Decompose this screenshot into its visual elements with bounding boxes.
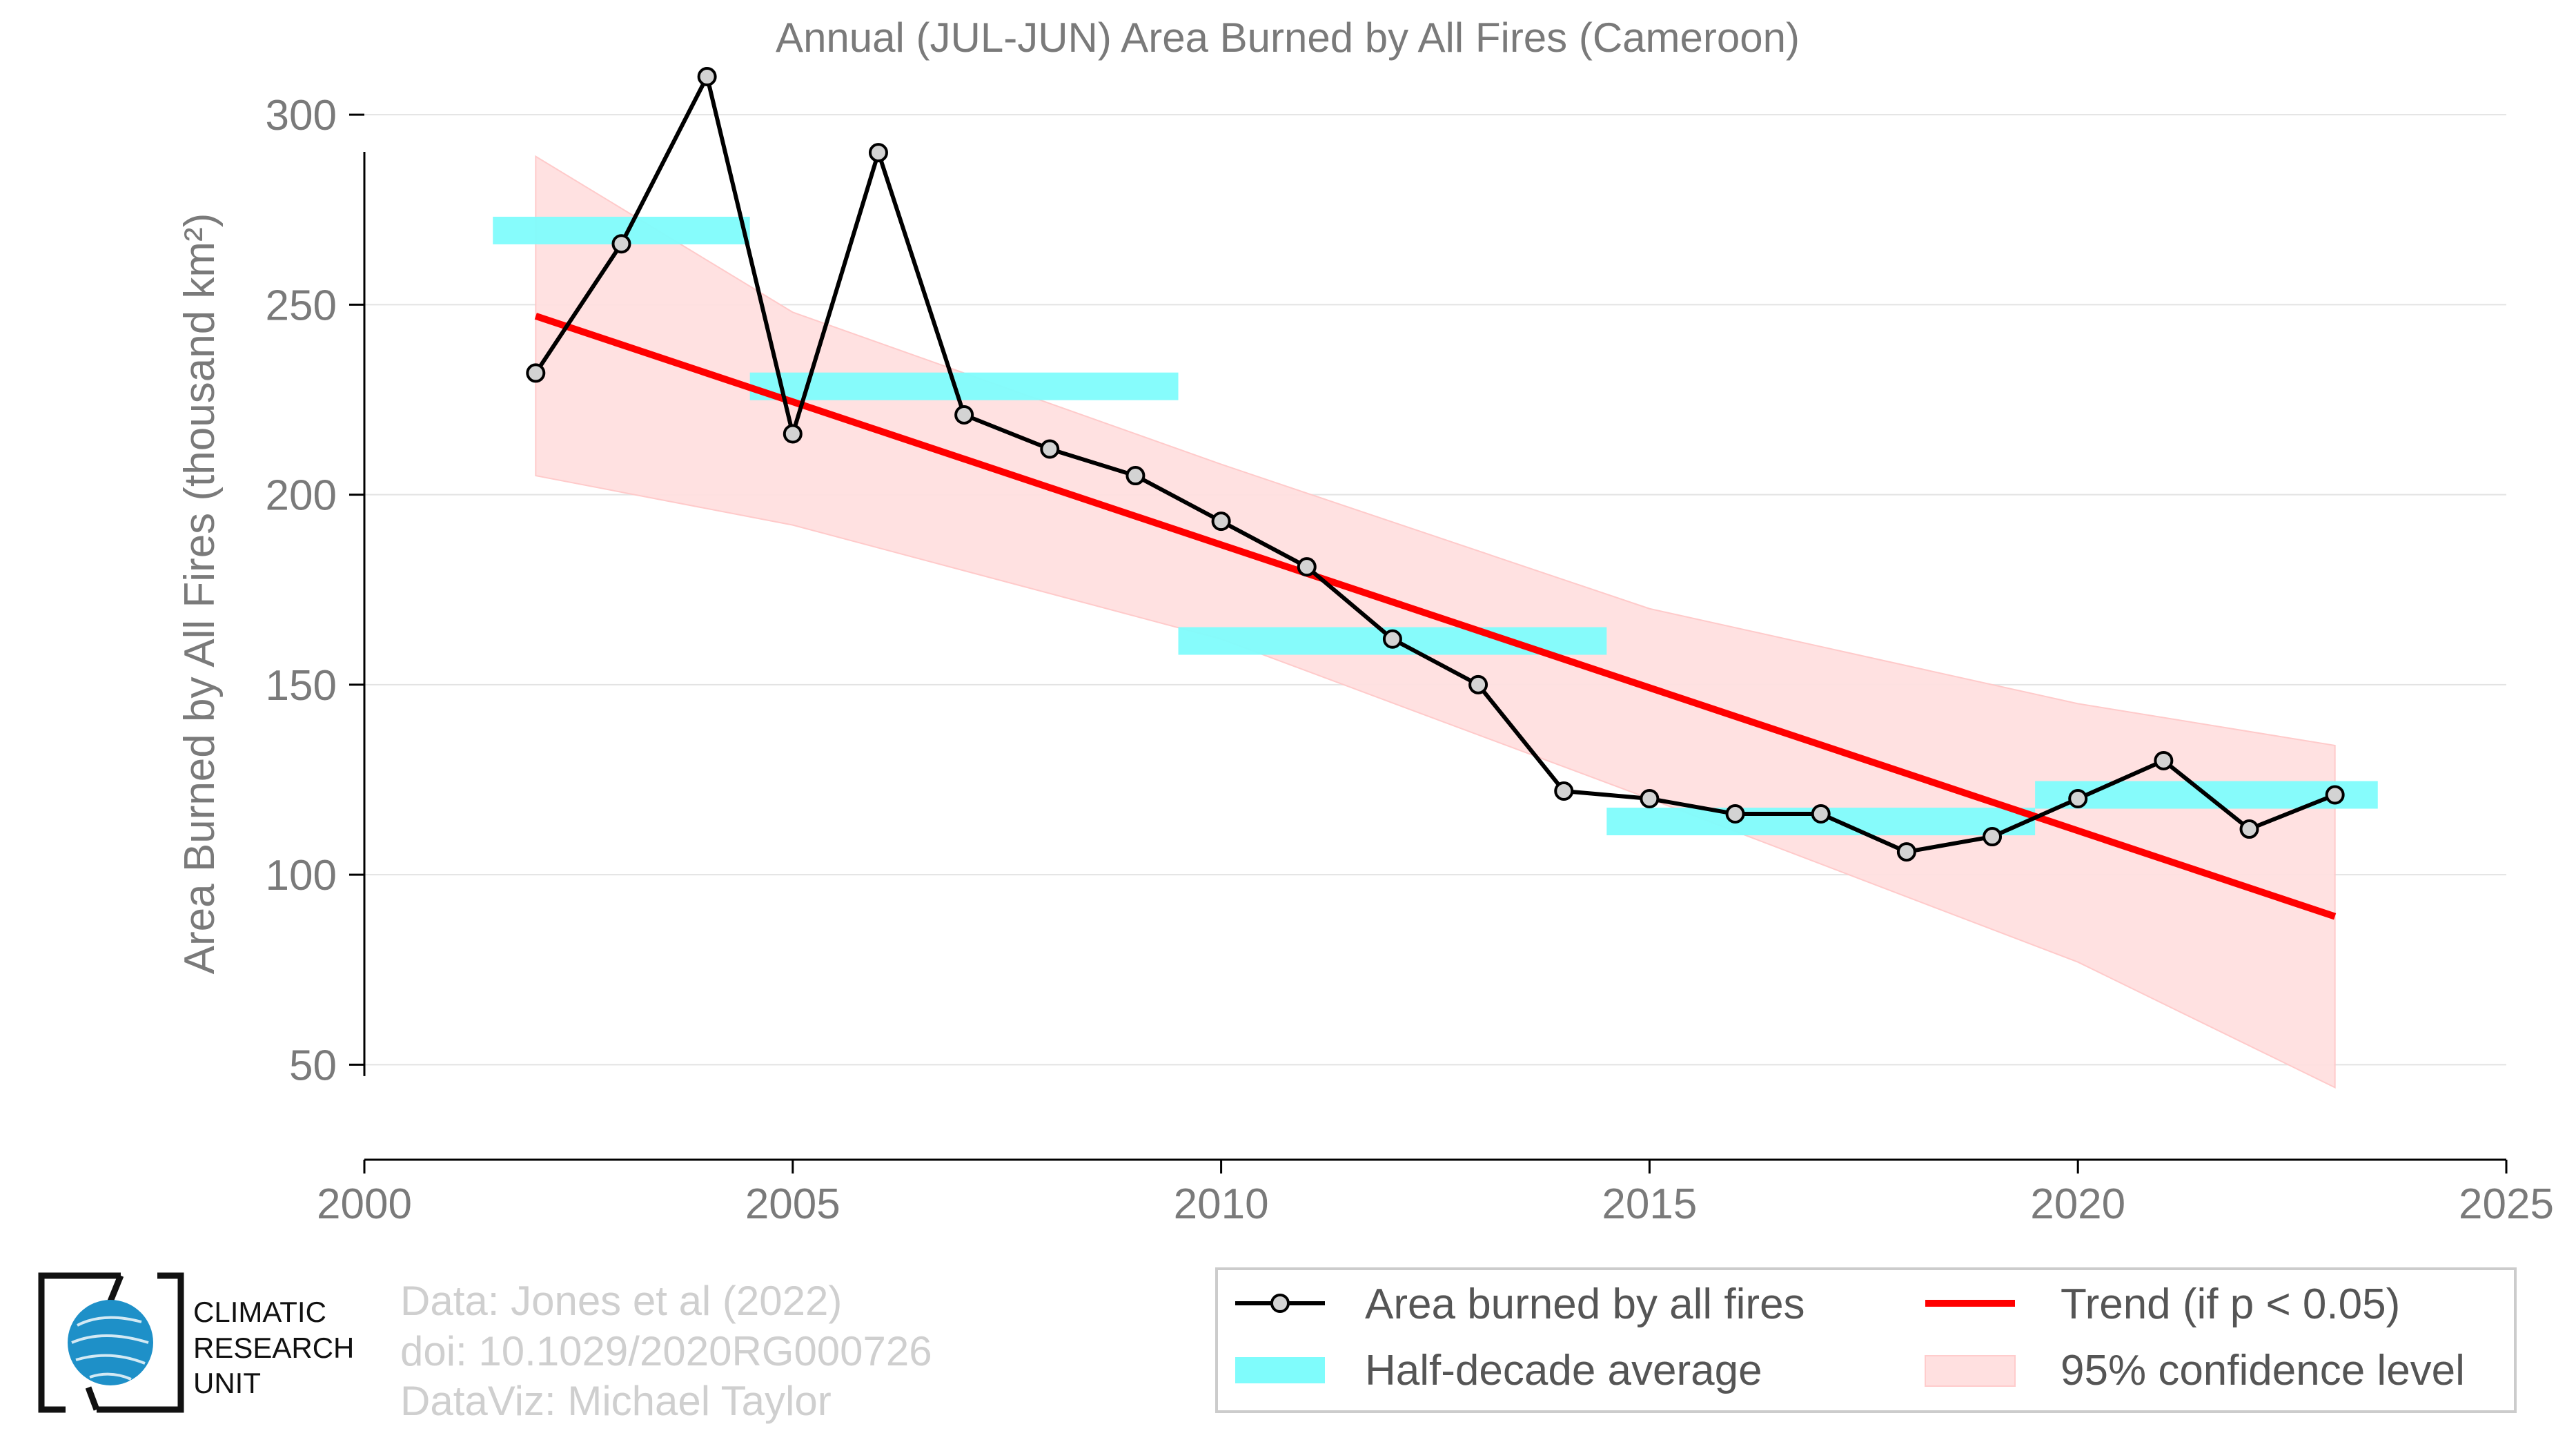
y-tick-label: 50 — [289, 1042, 337, 1089]
y-tick-label: 150 — [266, 662, 337, 710]
x-tick-label: 2005 — [745, 1180, 840, 1228]
data-point — [1211, 512, 1231, 532]
y-axis-ticks: 50 100 150 200 250 300 — [266, 92, 366, 1089]
confidence-band-area — [535, 155, 2336, 1089]
credits-dataviz: DataViz: Michael Taylor — [400, 1378, 832, 1424]
data-point — [1725, 804, 1745, 824]
data-point — [1554, 781, 1574, 801]
legend-label-half-decade: Half-decade average — [1365, 1347, 1762, 1394]
area-burned-line — [533, 75, 2336, 855]
data-point — [1297, 557, 1317, 577]
x-tick-label: 2015 — [1602, 1180, 1697, 1228]
logo-slash-top — [107, 1274, 124, 1303]
legend-label-area-burned: Area burned by all fires — [1365, 1280, 1805, 1328]
legend-swatch-half-decade — [1235, 1357, 1325, 1383]
data-point — [2154, 750, 2174, 770]
logo-text-unit: UNIT — [193, 1367, 261, 1399]
data-point — [611, 234, 631, 254]
logo-text-climatic: CLIMATIC — [193, 1296, 326, 1328]
y-tick-label: 250 — [266, 282, 337, 329]
trend-line — [534, 313, 2337, 920]
x-axis-ticks: 2000 2005 2010 2015 2020 2025 — [317, 1160, 2554, 1228]
y-tick-label: 300 — [266, 92, 337, 139]
logo-text-research: RESEARCH — [193, 1332, 354, 1364]
data-point — [954, 405, 974, 425]
legend: Area burned by all fires Half-decade ave… — [1215, 1267, 2517, 1413]
x-tick-label: 2025 — [2459, 1180, 2554, 1228]
x-tick-label: 2020 — [2030, 1180, 2125, 1228]
legend-label-trend: Trend (if p < 0.05) — [2061, 1280, 2400, 1328]
y-tick-label: 200 — [266, 472, 337, 520]
data-point — [2239, 819, 2259, 839]
data-point — [697, 67, 717, 87]
globe-swirl-icon — [71, 1316, 149, 1381]
y-tick-label: 100 — [266, 852, 337, 899]
data-point — [2068, 789, 2088, 809]
cru-logo: CLIMATIC RESEARCH UNIT — [38, 1272, 354, 1413]
data-point — [526, 363, 546, 383]
legend-swatch-confidence — [1925, 1355, 2016, 1387]
data-point — [1125, 466, 1146, 486]
legend-marker-area-burned — [1270, 1294, 1290, 1313]
data-point — [1640, 789, 1660, 809]
data-point — [783, 424, 803, 444]
half-decade-bar — [749, 372, 1179, 400]
y-axis-label: Area Burned by All Fires (thousand km²) — [176, 213, 224, 975]
legend-frame — [1215, 1267, 2517, 1413]
trend-line-segment — [534, 313, 2337, 920]
credits-doi: doi: 10.1029/2020RG000726 — [400, 1328, 932, 1374]
legend-label-confidence: 95% confidence level — [2061, 1347, 2465, 1394]
globe-icon — [68, 1300, 153, 1385]
x-tick-label: 2010 — [1174, 1180, 1269, 1228]
data-point — [868, 143, 888, 163]
credits-data-source: Data: Jones et al (2022) — [400, 1278, 842, 1324]
data-point — [2325, 785, 2345, 805]
data-point — [1896, 842, 1916, 862]
data-point — [1811, 804, 1831, 824]
area-burned-series — [526, 67, 2345, 862]
logo-slash-bottom — [85, 1386, 100, 1411]
data-point — [1040, 439, 1060, 459]
logo-bracket — [38, 1272, 184, 1413]
data-point — [1468, 674, 1488, 694]
data-point — [1382, 629, 1402, 649]
confidence-band — [535, 155, 2336, 1089]
chart-title: Annual (JUL-JUN) Area Burned by All Fire… — [776, 14, 1800, 61]
x-tick-label: 2000 — [317, 1180, 412, 1228]
credits: Data: Jones et al (2022) doi: 10.1029/20… — [400, 1278, 932, 1424]
data-point — [1983, 827, 2003, 847]
